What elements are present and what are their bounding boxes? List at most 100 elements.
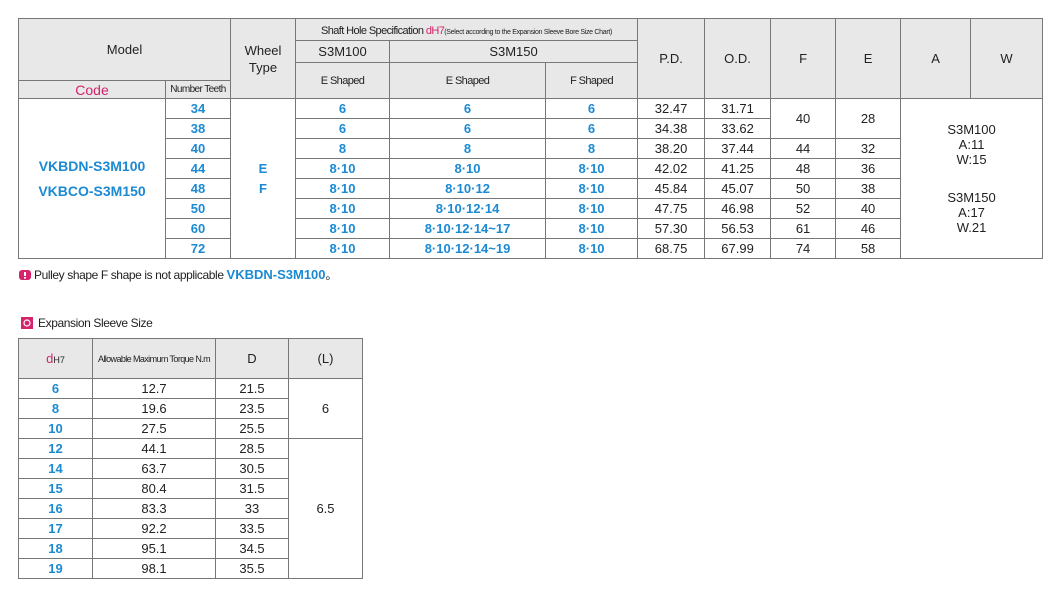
- header-pd: P.D.: [637, 18, 706, 99]
- torque: 19.6: [92, 398, 216, 419]
- sleeve-D: 31.5: [215, 478, 289, 499]
- header-wheel-type: Wheel Type: [230, 18, 297, 99]
- bore-d: 16: [18, 498, 93, 519]
- shaft-f150: 8·10: [545, 238, 639, 259]
- header-code: Code: [18, 80, 166, 99]
- a-w-line: A:17: [958, 205, 985, 220]
- sleeve-D: 35.5: [215, 558, 289, 579]
- bore-d: 10: [18, 418, 93, 439]
- teeth: 38: [164, 118, 232, 139]
- od: 41.25: [704, 158, 772, 179]
- note-text: Pulley shape F shape is not applicable: [34, 267, 224, 282]
- shaft-e150: 6: [389, 118, 547, 139]
- header-od: O.D.: [704, 18, 772, 99]
- shaft-note: (Select according to the Expansion Sleev…: [444, 29, 613, 36]
- header-s3m100: S3M100: [295, 40, 391, 63]
- wheel-type: F: [259, 180, 267, 196]
- header-e-shaped: E Shaped: [295, 62, 391, 99]
- sleeve-row: 15 80.4 31.5: [18, 478, 363, 499]
- shaft-e100: 6: [295, 118, 391, 139]
- shaft-e100: 8: [295, 138, 391, 159]
- f-value: 44: [770, 138, 837, 159]
- shaft-e150: 6: [389, 98, 547, 119]
- pulley-table: Model Wheel Type Shaft Hole Specificatio…: [17, 18, 1044, 259]
- bore-d: 17: [18, 518, 93, 539]
- shaft-title: Shaft Hole Specification: [321, 25, 426, 37]
- pulley-row: 72 8·10 8·10·12·14~19 8·10 68.75 67.99 74 58: [19, 238, 1043, 259]
- model-codes: VKBDN-S3M100 VKBCO-S3M150: [18, 98, 166, 259]
- pulley-row: 44 8·10 8·10 8·10 42.02 41.25 48 36: [19, 158, 1043, 179]
- header-d-sub: H7: [53, 355, 65, 365]
- pulley-row: 50 8·10 8·10·12·14 8·10 47.75 46.98 52 40: [19, 198, 1043, 219]
- sleeve-D: 21.5: [215, 378, 289, 399]
- pd: 45.84: [637, 178, 706, 199]
- shaft-e100: 8·10: [295, 178, 391, 199]
- pd: 32.47: [637, 98, 706, 119]
- header-D: D: [215, 338, 289, 379]
- shaft-f150: 6: [545, 98, 639, 119]
- a-w-line: W.21: [956, 220, 987, 235]
- pulley-row: 48 8·10 8·10·12 8·10 45.84 45.07 50 38: [19, 178, 1043, 199]
- a-w-line: W:15: [956, 152, 987, 167]
- wheel-type: E: [258, 160, 268, 176]
- header-f-shaped: F Shaped: [545, 62, 639, 99]
- torque: 12.7: [92, 378, 216, 399]
- sleeve-table: dH7 Allowable Maximum Torque N.m D (L) 6…: [18, 338, 363, 579]
- sleeve-row: 18 95.1 34.5: [18, 538, 363, 559]
- od: 37.44: [704, 138, 772, 159]
- teeth: 60: [164, 218, 232, 239]
- f-value: 40: [770, 98, 837, 139]
- teeth: 40: [164, 138, 232, 159]
- pd: 68.75: [637, 238, 706, 259]
- header-d: dH7: [18, 338, 93, 379]
- shaft-e100: 8·10: [295, 158, 391, 179]
- e-value: 46: [835, 218, 902, 239]
- sleeve-body: 6 12.7 21.5 6 8 19.6 23.5 10 27.5 25.5 12 44.1 28.5 6…: [18, 378, 363, 579]
- shaft-e100: 8·10: [295, 238, 391, 259]
- sleeve-row: 17 92.2 33.5: [18, 518, 363, 539]
- pulley-row: VKBDN-S3M100 VKBCO-S3M150 34 E F 6 6 6 32.47 31.7…: [18, 98, 1044, 259]
- f-value: 48: [770, 158, 837, 179]
- torque: 44.1: [92, 438, 216, 459]
- header-w: W: [970, 18, 1044, 99]
- f-value: 61: [770, 218, 837, 239]
- e-value: 36: [835, 158, 902, 179]
- od: 33.62: [704, 118, 772, 139]
- shaft-f150: 8·10: [545, 218, 639, 239]
- sleeve-row: 12 44.1 28.5 6.5: [18, 438, 363, 579]
- sleeve-row: 19 98.1 35.5: [18, 558, 363, 579]
- od: 67.99: [704, 238, 772, 259]
- header-torque: Allowable Maximum Torque N.m: [92, 338, 216, 379]
- header-e-shaped: E Shaped: [389, 62, 547, 99]
- shaft-f150: 6: [545, 118, 639, 139]
- a-w-group: S3M150 A:17 W.21: [902, 190, 1042, 235]
- header-d-main: d: [46, 351, 54, 366]
- model-code: VKBDN-S3M100: [38, 157, 146, 174]
- bore-d: 15: [18, 478, 93, 499]
- e-value: 40: [835, 198, 902, 219]
- sleeve-L: 6.5: [288, 438, 363, 579]
- bore-d: 6: [18, 378, 93, 399]
- sleeve-row: 8 19.6 23.5: [18, 398, 363, 419]
- shaft-e150: 8·10·12·14~19: [389, 238, 547, 259]
- shaft-e100: 6: [295, 98, 391, 119]
- header-number-teeth: Number Teeth: [164, 80, 232, 99]
- sleeve-D: 25.5: [215, 418, 289, 439]
- note: Pulley shape F shape is not applicable V…: [18, 266, 338, 283]
- note-model: VKBDN-S3M100: [226, 267, 326, 282]
- torque: 63.7: [92, 458, 216, 479]
- f-value: 52: [770, 198, 837, 219]
- torque: 95.1: [92, 538, 216, 559]
- sleeve-D: 34.5: [215, 538, 289, 559]
- a-w-line: S3M100: [947, 122, 996, 137]
- torque: 80.4: [92, 478, 216, 499]
- shaft-f150: 8·10: [545, 198, 639, 219]
- shaft-e150: 8·10·12: [389, 178, 547, 199]
- header-shaft: Shaft Hole Specification dH7(Select acco…: [295, 18, 639, 41]
- bore-d: 18: [18, 538, 93, 559]
- f-value: 74: [770, 238, 837, 259]
- teeth: 50: [164, 198, 232, 219]
- teeth: 34: [164, 98, 232, 119]
